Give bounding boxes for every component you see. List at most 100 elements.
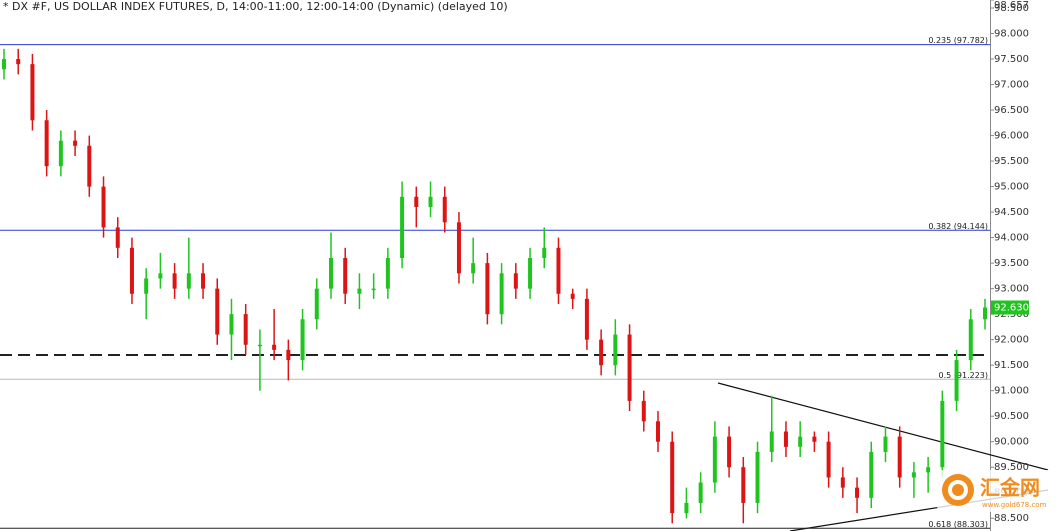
bar-body <box>513 273 518 289</box>
bar-body <box>215 288 220 335</box>
bar-body <box>556 247 561 294</box>
bar-body <box>300 319 305 361</box>
y-tick-label: 98.657 <box>994 0 1029 11</box>
y-tick-label: 96.500 <box>994 105 1029 116</box>
y-tick-label: 90.000 <box>994 437 1029 448</box>
bar-body <box>485 263 490 315</box>
watermark-logo-ring <box>948 480 968 500</box>
bar-body <box>968 319 973 361</box>
bar-body <box>641 400 646 422</box>
bar-body <box>755 451 760 503</box>
y-tick-label: 91.000 <box>994 386 1029 397</box>
bar-body <box>599 339 604 366</box>
bar-body <box>826 441 831 478</box>
bar-body <box>371 288 376 291</box>
bar-body <box>712 436 717 483</box>
y-tick-label: 94.000 <box>994 233 1029 244</box>
bar-body <box>684 502 689 514</box>
y-tick-label: 96.000 <box>994 131 1029 142</box>
bar-body <box>897 436 902 478</box>
bar-body <box>798 436 803 447</box>
bar-body <box>855 487 860 498</box>
level-label: 0.235 (97.782) <box>928 36 988 45</box>
bar-body <box>201 273 206 289</box>
bar-body <box>442 196 447 223</box>
last-price-tag <box>991 300 1029 315</box>
bar-body <box>16 59 21 65</box>
bar-body <box>400 196 405 259</box>
bar-body <box>357 288 362 294</box>
bar-body <box>129 247 134 294</box>
y-tick-label: 88.500 <box>994 513 1029 524</box>
bar-body <box>385 258 390 289</box>
bar-body <box>584 298 589 340</box>
watermark: 汇金网 www.gold678.com <box>937 470 1059 512</box>
y-tick-label: 92.500 <box>994 309 1029 320</box>
bar-body <box>499 273 504 315</box>
bar-body <box>286 349 291 361</box>
level-label: 0.382 (94.144) <box>928 222 988 231</box>
bar-body <box>670 441 675 514</box>
bar-body <box>570 293 575 299</box>
bar-body <box>869 451 874 498</box>
bar-body <box>158 273 163 279</box>
y-tick-label: 97.000 <box>994 80 1029 91</box>
bar-body <box>73 140 78 146</box>
bar-body <box>812 436 817 442</box>
bar-body <box>101 186 106 228</box>
y-tick-label: 98.000 <box>994 29 1029 40</box>
bar-body <box>329 258 333 289</box>
bar-body <box>613 334 618 366</box>
bar-body <box>840 477 845 488</box>
bar-body <box>911 472 916 478</box>
bar-body <box>471 263 476 274</box>
bar-body <box>115 227 120 248</box>
bar-body <box>528 258 533 289</box>
bar-body <box>627 334 632 401</box>
y-tick-label: 95.000 <box>994 182 1029 193</box>
bar-body <box>727 436 732 468</box>
bar-body <box>456 222 461 274</box>
bar-body <box>186 273 191 289</box>
bar-body <box>144 278 149 294</box>
bar-body <box>428 196 433 208</box>
y-tick-label: 92.000 <box>994 335 1029 346</box>
bar-body <box>542 247 547 259</box>
bar-body <box>783 431 788 447</box>
bar-body <box>926 467 931 473</box>
bar-body <box>983 307 987 320</box>
y-tick-label: 97.500 <box>994 54 1029 65</box>
last-price-label: 92.630 <box>994 303 1029 314</box>
bar-body <box>229 314 234 335</box>
level-label: 0.618 (88.303) <box>928 520 988 529</box>
chart-title: * DX #F, US DOLLAR INDEX FUTURES, D, 14:… <box>3 0 508 13</box>
bar-body <box>656 421 660 442</box>
y-tick-label: 90.500 <box>994 411 1029 422</box>
bar-body <box>940 400 945 468</box>
bar-body <box>243 314 248 345</box>
y-tick-label: 98.500 <box>994 3 1029 14</box>
y-tick-label: 93.500 <box>994 258 1029 269</box>
bar-body <box>954 360 959 401</box>
y-tick-label: 94.500 <box>994 207 1029 218</box>
bar-body <box>314 288 319 320</box>
bar-body <box>741 467 746 503</box>
bar-body <box>30 64 35 121</box>
watermark-text: 汇金网 <box>980 476 1040 500</box>
bar-body <box>2 59 6 70</box>
bar-body <box>87 145 92 187</box>
watermark-logo <box>942 474 974 506</box>
bar-body <box>343 258 348 294</box>
level-label: 0.5 (91.223) <box>939 371 989 380</box>
trend-line <box>717 382 1049 471</box>
bar-body <box>272 344 277 350</box>
watermark-url: www.gold678.com <box>982 501 1047 509</box>
bar-body <box>769 431 774 452</box>
bar-body <box>414 196 419 208</box>
y-tick-label: 95.500 <box>994 156 1029 167</box>
bar-body <box>257 344 262 347</box>
bar-body <box>44 120 49 167</box>
y-tick-label: 91.500 <box>994 360 1029 371</box>
bar-body <box>58 140 63 167</box>
